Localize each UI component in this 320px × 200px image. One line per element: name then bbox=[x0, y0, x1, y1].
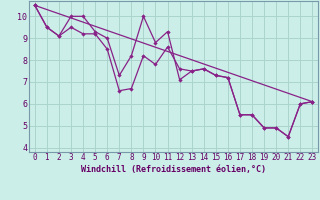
X-axis label: Windchill (Refroidissement éolien,°C): Windchill (Refroidissement éolien,°C) bbox=[81, 165, 266, 174]
